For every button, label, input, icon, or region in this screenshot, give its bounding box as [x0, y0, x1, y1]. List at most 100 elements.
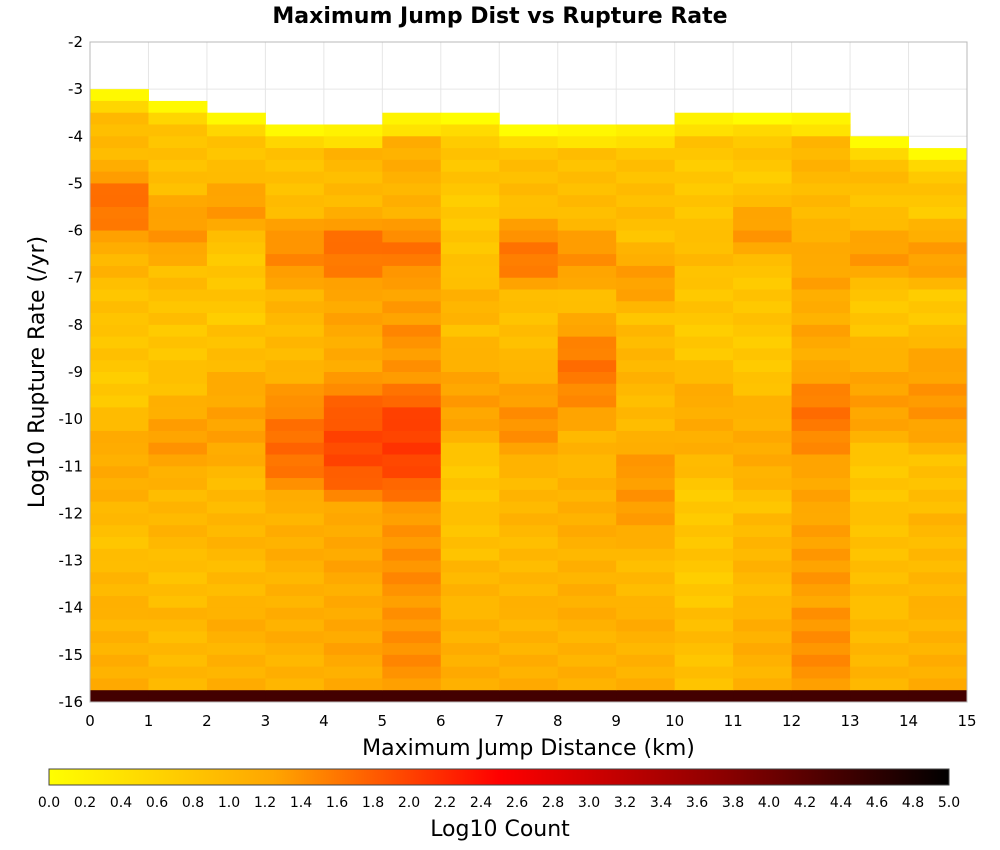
heatmap-cell	[908, 572, 968, 585]
heatmap-cell	[148, 666, 208, 679]
heatmap-cell	[674, 407, 734, 420]
heatmap-cell	[557, 454, 617, 467]
heatmap-cell	[850, 678, 910, 691]
heatmap-cell	[557, 584, 617, 597]
heatmap-cell	[850, 513, 910, 526]
heatmap-cell	[733, 313, 793, 326]
heatmap-cell	[616, 430, 676, 444]
heatmap-cell	[382, 489, 442, 503]
heatmap-cell	[148, 537, 208, 550]
heatmap-cell	[616, 230, 676, 243]
heatmap-cell	[382, 690, 442, 703]
heatmap-cell	[206, 584, 266, 597]
heatmap-cell	[674, 265, 734, 279]
heatmap-cell	[850, 207, 910, 220]
heatmap-cell	[265, 230, 325, 243]
heatmap-cell	[733, 159, 793, 173]
heatmap-cell	[791, 336, 851, 349]
heatmap-cell	[791, 171, 851, 184]
chart-title: Maximum Jump Dist vs Rupture Rate	[272, 4, 727, 29]
heatmap-cell	[148, 348, 208, 361]
heatmap-cell	[323, 478, 383, 491]
heatmap-cell	[733, 383, 793, 397]
heatmap-cell	[791, 595, 851, 609]
heatmap-cell	[206, 183, 266, 196]
heatmap-cell	[908, 525, 968, 538]
heatmap-cell	[323, 513, 383, 526]
heatmap-cell	[90, 419, 149, 432]
heatmap-cell	[499, 124, 559, 137]
heatmap-cell	[440, 478, 500, 491]
heatmap-cell	[850, 230, 910, 243]
heatmap-cell	[206, 595, 266, 609]
heatmap-cell	[908, 383, 968, 397]
heatmap-cell	[791, 218, 851, 232]
heatmap-cell	[557, 230, 617, 243]
heatmap-cell	[440, 360, 500, 373]
heatmap-cell	[733, 525, 793, 538]
heatmap-cell	[850, 666, 910, 679]
heatmap-cell	[206, 313, 266, 326]
heatmap-cell	[382, 136, 442, 149]
heatmap-cell	[90, 383, 149, 397]
heatmap-cell	[557, 207, 617, 220]
heatmap-cell	[382, 442, 442, 455]
heatmap-cell	[850, 218, 910, 232]
heatmap-cell	[674, 537, 734, 550]
heatmap-cell	[265, 324, 325, 338]
heatmap-cell	[323, 690, 383, 703]
colorbar-tick-label: 0.8	[182, 795, 204, 811]
y-tick-label: -7	[68, 269, 83, 287]
heatmap-cell	[499, 537, 559, 550]
heatmap-cell	[557, 643, 617, 656]
y-tick-label: -13	[59, 552, 84, 570]
heatmap-cell	[499, 430, 559, 444]
heatmap-cell	[323, 525, 383, 538]
heatmap-cell	[440, 501, 500, 514]
heatmap-cell	[148, 607, 208, 620]
heatmap-cell	[148, 489, 208, 503]
heatmap-cell	[323, 242, 383, 255]
heatmap-cell	[265, 124, 325, 137]
heatmap-cell	[733, 466, 793, 479]
heatmap-cell	[148, 501, 208, 514]
heatmap-cell	[557, 430, 617, 444]
heatmap-cell	[265, 372, 325, 385]
heatmap-cell	[90, 100, 149, 114]
heatmap-cell	[733, 595, 793, 609]
heatmap-cell	[440, 643, 500, 656]
heatmap-cell	[382, 537, 442, 550]
heatmap-cell	[148, 442, 208, 455]
heatmap-cell	[440, 631, 500, 644]
heatmap-cell	[148, 207, 208, 220]
heatmap-cell	[90, 548, 149, 562]
heatmap-cell	[440, 407, 500, 420]
heatmap-cell	[733, 619, 793, 632]
heatmap-cell	[616, 313, 676, 326]
heatmap-cell	[850, 454, 910, 467]
heatmap-cell	[265, 631, 325, 644]
heatmap-cell	[382, 478, 442, 491]
heatmap-cell	[265, 501, 325, 514]
heatmap-cell	[382, 324, 442, 338]
heatmap-cell	[323, 466, 383, 479]
heatmap-cell	[791, 548, 851, 562]
heatmap-cell	[499, 230, 559, 243]
heatmap-cell	[265, 313, 325, 326]
heatmap-cell	[90, 301, 149, 314]
heatmap-cell	[206, 419, 266, 432]
heatmap-cell	[557, 277, 617, 290]
heatmap-cell	[850, 478, 910, 491]
heatmap-cell	[382, 383, 442, 397]
heatmap-cell	[148, 525, 208, 538]
heatmap-cell	[206, 430, 266, 444]
heatmap-cell	[148, 183, 208, 196]
heatmap-cell	[791, 654, 851, 668]
heatmap-cell	[206, 254, 266, 267]
heatmap-cell	[616, 595, 676, 609]
heatmap-cell	[733, 395, 793, 408]
heatmap-cell	[908, 171, 968, 184]
heatmap-cell	[206, 336, 266, 349]
heatmap-cell	[90, 124, 149, 137]
heatmap-cell	[733, 336, 793, 349]
